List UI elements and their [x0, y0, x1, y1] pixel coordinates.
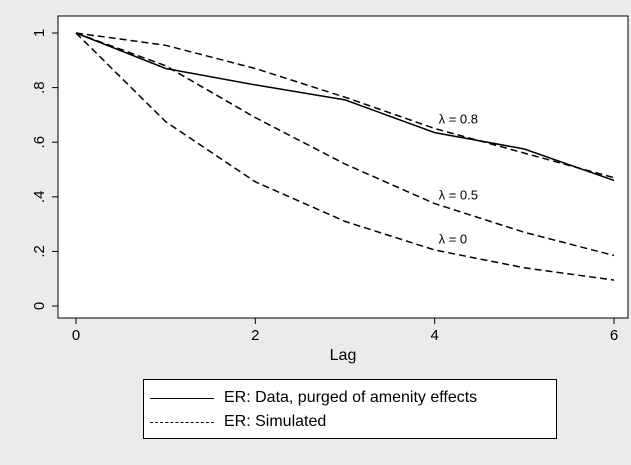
y-tick-label: .6: [31, 136, 48, 149]
lambda-annotation: λ = 0.5: [439, 187, 478, 202]
x-axis-label: Lag: [330, 347, 357, 364]
y-tick-label: 1: [31, 29, 48, 37]
legend-label-simulated: ER: Simulated: [224, 413, 327, 430]
legend: ER: Data, purged of amenity effects ER: …: [143, 379, 557, 439]
y-axis: 0 .2 .4 .6 .8 1: [31, 29, 58, 310]
simulated-series-line: [75, 32, 615, 257]
x-tick-label: 2: [251, 327, 259, 344]
y-tick-label: .8: [31, 81, 48, 94]
y-tick-label: 0: [31, 302, 48, 310]
y-tick-label: .4: [31, 191, 48, 204]
legend-label-data: ER: Data, purged of amenity effects: [224, 389, 478, 406]
x-tick-label: 0: [72, 327, 80, 344]
simulated-series-line: [75, 32, 615, 179]
legend-swatch-dashed: [150, 421, 214, 423]
x-tick-label: 4: [430, 327, 438, 344]
x-axis: 0 2 4 6: [72, 318, 618, 344]
legend-swatch-solid: [150, 397, 214, 399]
series-layer: [75, 32, 615, 281]
annotation-layer: λ = 0.8 λ = 0.5 λ = 0: [439, 111, 478, 246]
x-tick-label: 6: [610, 327, 618, 344]
data-series-line: [75, 32, 615, 182]
legend-entry-data: ER: Data, purged of amenity effects: [150, 386, 477, 410]
lambda-annotation: λ = 0: [439, 232, 468, 247]
lambda-annotation: λ = 0.8: [439, 111, 478, 126]
legend-entry-simulated: ER: Simulated: [150, 410, 326, 434]
y-tick-label: .2: [31, 245, 48, 258]
plot-area: [57, 15, 629, 319]
simulated-series-line: [75, 32, 615, 281]
